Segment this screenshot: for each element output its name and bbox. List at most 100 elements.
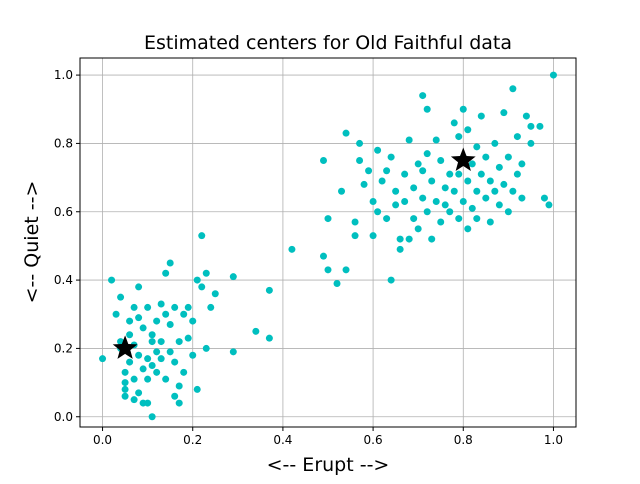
data-point [450, 187, 458, 195]
data-point [509, 85, 517, 93]
data-point [162, 375, 170, 383]
x-tick-label: 0.8 [454, 433, 473, 447]
data-point [419, 167, 427, 175]
data-point [495, 163, 503, 171]
data-point [536, 122, 544, 130]
data-point [229, 273, 237, 281]
data-point [126, 317, 134, 325]
data-point [446, 208, 454, 216]
data-point [265, 334, 273, 342]
data-point [148, 362, 156, 369]
data-point [423, 105, 431, 113]
data-point [324, 215, 332, 223]
data-point [473, 187, 481, 195]
data-point [144, 399, 152, 407]
data-point [157, 338, 165, 346]
data-point [135, 389, 143, 397]
data-point [166, 348, 174, 356]
chart-title: Estimated centers for Old Faithful data [144, 32, 512, 54]
data-point [202, 269, 210, 277]
data-point [432, 136, 440, 144]
data-point [148, 413, 156, 421]
data-point [540, 194, 548, 202]
x-tick-label: 1.0 [544, 433, 563, 447]
data-point [288, 245, 296, 253]
y-tick-label: 0.4 [54, 273, 73, 287]
data-point [495, 201, 503, 209]
y-tick-label: 0.0 [54, 410, 73, 424]
data-point [432, 198, 440, 205]
data-point [477, 170, 485, 178]
data-point [207, 303, 215, 311]
y-axis-ticks: 0.0 0.2 0.4 0.6 0.8 1.0 [54, 68, 80, 424]
data-point [459, 198, 467, 205]
data-point [396, 235, 404, 243]
data-point [319, 157, 327, 164]
data-point [121, 379, 129, 387]
data-point [189, 351, 197, 359]
data-point [157, 300, 165, 308]
data-point [180, 310, 188, 318]
data-point [423, 150, 431, 158]
data-point [157, 355, 165, 363]
data-point [319, 252, 327, 260]
data-point [419, 92, 427, 100]
data-point [211, 290, 219, 298]
data-point [130, 396, 138, 404]
data-point [351, 232, 359, 240]
data-point [175, 382, 183, 390]
data-point [437, 157, 445, 164]
data-point [473, 143, 481, 151]
y-tick-label: 1.0 [54, 68, 73, 82]
data-point [126, 331, 134, 339]
plot-frame [79, 57, 577, 428]
data-point [202, 344, 210, 352]
data-point [446, 170, 454, 178]
y-axis-label: <-- Quiet --> [21, 181, 43, 304]
data-point [405, 136, 413, 144]
data-point [383, 215, 391, 223]
data-point [171, 358, 179, 366]
data-point [405, 235, 413, 243]
data-point [549, 71, 557, 79]
data-point [162, 310, 170, 318]
data-point [121, 368, 129, 376]
data-point [455, 170, 463, 178]
center-star-marker [450, 147, 476, 172]
data-point [193, 276, 201, 284]
data-point [392, 201, 400, 209]
data-point [171, 392, 179, 400]
data-point [387, 153, 395, 161]
data-point [121, 392, 129, 400]
data-point [482, 153, 490, 161]
data-point [175, 399, 183, 407]
data-point [153, 368, 161, 376]
x-axis-ticks: 0.0 0.2 0.4 0.6 0.8 1.0 [93, 427, 563, 447]
data-point [518, 160, 526, 168]
data-point [459, 105, 467, 113]
data-point [166, 321, 174, 328]
data-point [365, 167, 373, 175]
data-point [184, 334, 192, 342]
data-point [108, 276, 116, 284]
data-point [121, 385, 129, 393]
data-point [441, 201, 449, 209]
data-point [112, 310, 120, 318]
data-point [99, 355, 107, 363]
data-point [360, 180, 368, 188]
data-point [148, 338, 156, 346]
data-point [513, 133, 521, 141]
data-point [401, 198, 409, 205]
data-point [130, 303, 138, 311]
y-tick-label: 0.6 [54, 205, 73, 219]
data-point [148, 331, 156, 339]
grid-lines [80, 58, 576, 427]
data-point [464, 126, 472, 134]
data-point [396, 245, 404, 253]
data-point [387, 276, 395, 284]
data-point [441, 184, 449, 192]
data-point [342, 266, 350, 274]
data-point [342, 129, 350, 137]
data-point [477, 112, 485, 120]
